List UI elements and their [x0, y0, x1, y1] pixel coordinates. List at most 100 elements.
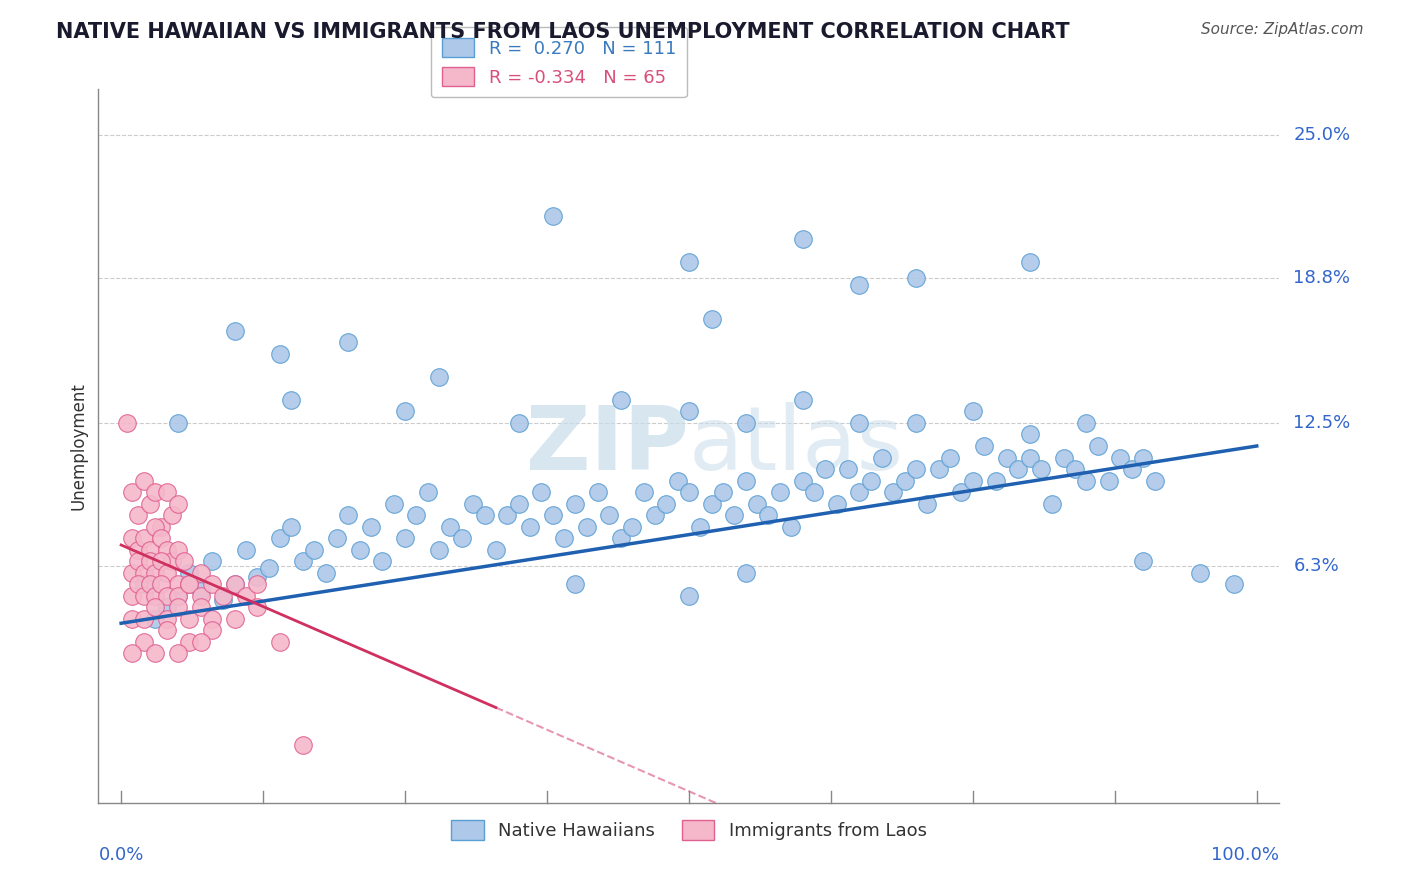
- Point: [508, 497, 530, 511]
- Point: [155, 600, 177, 615]
- Y-axis label: Unemployment: Unemployment: [69, 382, 87, 510]
- Point: [155, 623, 177, 637]
- Point: [235, 542, 257, 557]
- Point: [734, 566, 756, 580]
- Point: [427, 542, 450, 557]
- Point: [132, 589, 155, 603]
- Point: [155, 612, 177, 626]
- Legend: Native Hawaiians, Immigrants from Laos: Native Hawaiians, Immigrants from Laos: [444, 813, 934, 847]
- Point: [962, 474, 984, 488]
- Point: [496, 508, 519, 522]
- Point: [745, 497, 768, 511]
- Point: [115, 416, 138, 430]
- Point: [655, 497, 678, 511]
- Point: [190, 584, 212, 599]
- Point: [149, 554, 172, 568]
- Point: [155, 589, 177, 603]
- Point: [1064, 462, 1087, 476]
- Point: [1029, 462, 1052, 476]
- Point: [1018, 255, 1040, 269]
- Point: [179, 577, 201, 591]
- Point: [700, 312, 723, 326]
- Point: [917, 497, 939, 511]
- Point: [792, 232, 814, 246]
- Point: [360, 519, 382, 533]
- Point: [349, 542, 371, 557]
- Point: [734, 416, 756, 430]
- Point: [485, 542, 508, 557]
- Point: [848, 277, 870, 292]
- Point: [201, 612, 224, 626]
- Point: [882, 485, 904, 500]
- Point: [315, 566, 337, 580]
- Point: [586, 485, 609, 500]
- Point: [201, 577, 224, 591]
- Point: [371, 554, 394, 568]
- Point: [792, 474, 814, 488]
- Text: Source: ZipAtlas.com: Source: ZipAtlas.com: [1201, 22, 1364, 37]
- Point: [848, 416, 870, 430]
- Point: [1109, 450, 1132, 465]
- Point: [143, 485, 166, 500]
- Point: [575, 519, 598, 533]
- Point: [190, 600, 212, 615]
- Point: [167, 589, 190, 603]
- Point: [564, 577, 586, 591]
- Point: [541, 209, 564, 223]
- Point: [792, 392, 814, 407]
- Point: [700, 497, 723, 511]
- Point: [127, 554, 149, 568]
- Point: [167, 497, 190, 511]
- Point: [962, 404, 984, 418]
- Point: [1132, 554, 1154, 568]
- Point: [132, 566, 155, 580]
- Point: [127, 508, 149, 522]
- Point: [394, 404, 416, 418]
- Point: [711, 485, 734, 500]
- Text: NATIVE HAWAIIAN VS IMMIGRANTS FROM LAOS UNEMPLOYMENT CORRELATION CHART: NATIVE HAWAIIAN VS IMMIGRANTS FROM LAOS …: [56, 22, 1070, 42]
- Point: [1018, 427, 1040, 442]
- Point: [138, 577, 160, 591]
- Point: [155, 542, 177, 557]
- Point: [121, 612, 143, 626]
- Point: [1087, 439, 1109, 453]
- Point: [155, 485, 177, 500]
- Point: [326, 531, 349, 545]
- Text: 12.5%: 12.5%: [1294, 414, 1351, 432]
- Point: [564, 497, 586, 511]
- Point: [143, 519, 166, 533]
- Point: [463, 497, 485, 511]
- Point: [143, 589, 166, 603]
- Point: [905, 462, 928, 476]
- Point: [143, 566, 166, 580]
- Point: [678, 404, 700, 418]
- Text: 18.8%: 18.8%: [1294, 269, 1350, 287]
- Point: [1076, 416, 1098, 430]
- Point: [893, 474, 915, 488]
- Point: [302, 542, 325, 557]
- Point: [928, 462, 950, 476]
- Point: [167, 577, 190, 591]
- Point: [224, 577, 246, 591]
- Point: [224, 324, 246, 338]
- Point: [132, 612, 155, 626]
- Point: [269, 531, 291, 545]
- Point: [179, 566, 201, 580]
- Point: [598, 508, 620, 522]
- Point: [633, 485, 655, 500]
- Point: [132, 531, 155, 545]
- Point: [621, 519, 644, 533]
- Point: [190, 589, 212, 603]
- Point: [132, 634, 155, 648]
- Point: [269, 347, 291, 361]
- Point: [121, 646, 143, 660]
- Point: [155, 566, 177, 580]
- Point: [1132, 450, 1154, 465]
- Point: [179, 634, 201, 648]
- Point: [149, 577, 172, 591]
- Point: [1040, 497, 1063, 511]
- Point: [167, 589, 190, 603]
- Point: [859, 474, 882, 488]
- Point: [143, 600, 166, 615]
- Point: [939, 450, 962, 465]
